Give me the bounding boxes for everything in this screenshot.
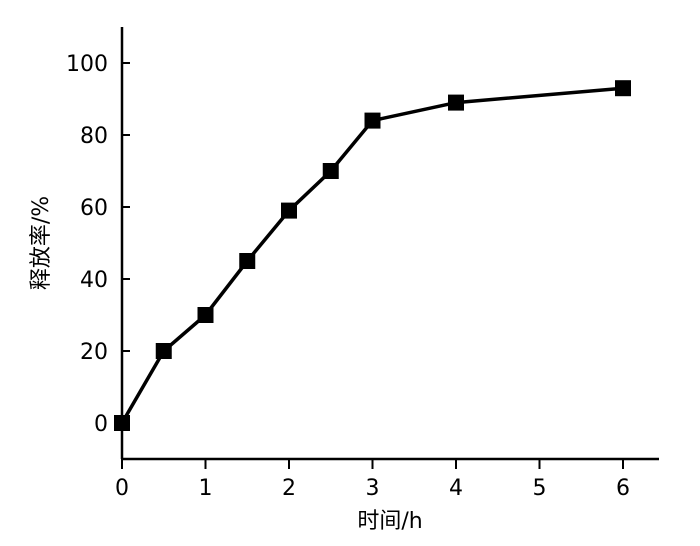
y-tick-label: 100 [66,52,108,77]
x-tick-label: 0 [115,476,129,501]
axes [120,27,659,461]
y-tick-label: 80 [80,124,108,149]
series [114,80,631,431]
x-tick-label: 1 [199,476,213,501]
y-tick-label: 60 [80,196,108,221]
y-tick-label: 40 [80,268,108,293]
data-point-marker [114,415,130,431]
data-point-marker [239,253,256,269]
data-point-marker [155,343,172,359]
data-point-marker [322,163,339,179]
x-tick-label: 3 [366,476,380,501]
series-line [120,86,624,424]
data-point-marker [281,202,297,219]
data-point-marker [364,112,381,129]
y-tick-label: 0 [94,412,108,437]
y-axis-title: 释放率/% [29,196,54,290]
y-ticks: 0 20 40 60 80 100 [66,52,130,437]
y-tick-label: 20 [80,340,108,365]
data-point-marker [448,94,464,111]
data-point-marker [197,307,214,323]
x-tick-label: 4 [449,476,463,501]
x-tick-label: 5 [533,476,547,501]
x-ticks: 0 1 2 3 4 5 6 [115,459,630,501]
x-tick-label: 2 [282,476,296,501]
x-axis-title: 时间/h [357,509,422,534]
data-point-marker [615,80,631,97]
x-tick-label: 6 [616,476,630,501]
